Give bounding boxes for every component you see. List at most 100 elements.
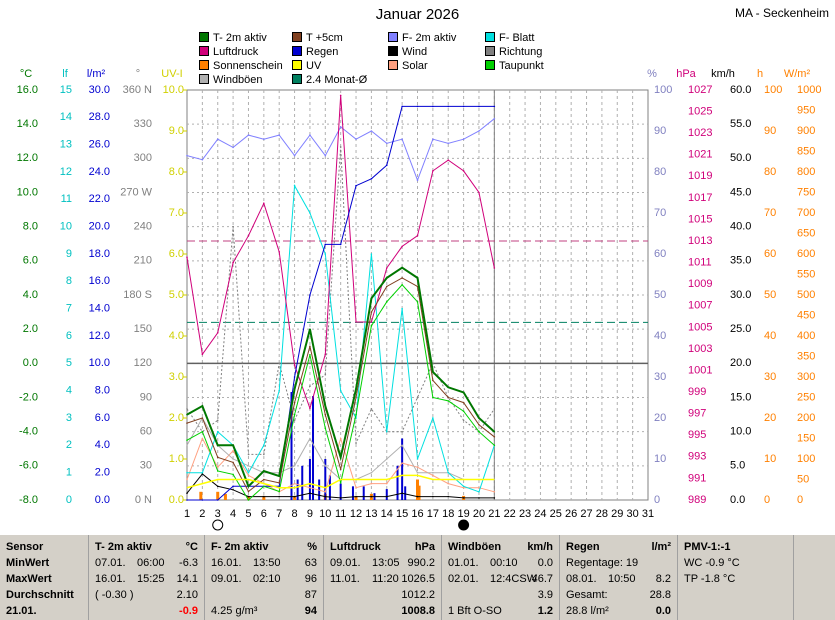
uv-tick-label: 2.0 [169,412,184,424]
leaf-unit-label: lf [62,68,68,80]
x-tick-label: 27 [580,508,592,520]
solar-tick-label: 50 [797,473,809,485]
wind-tick-label: 50.0 [730,152,751,164]
leaf-tick-label: 9 [66,248,72,260]
leaf-tick-label: 1 [66,467,72,479]
series-point [263,485,265,488]
x-tick-label: 25 [550,508,562,520]
rain-bar [312,396,315,500]
solar-tick-label: 300 [797,371,815,383]
series-point [216,332,219,334]
legend-item: F- Blatt [485,32,534,44]
solar-tick-label: 600 [797,248,815,260]
sunshine-bar [223,493,227,500]
series-point [462,170,465,172]
series-point [263,202,265,205]
temp-tick-label: 4.0 [23,289,38,301]
series-point [339,456,342,459]
sunshine-bar [293,495,297,500]
rain-tick-label: 26.0 [89,139,110,151]
stats-temp-min-time: 06:00 [137,557,165,569]
rain-tick-label: 14.0 [89,303,110,315]
stats-wind-avg-value: 3.9 [537,589,553,601]
series-point [201,473,204,475]
series-point [339,497,342,499]
stats-rain-days: Regentage: 19 [566,557,639,569]
stats-label-sensor: Sensor [6,541,44,553]
series-point [478,486,480,489]
wind-tick-label: 40.0 [730,221,751,233]
dir-tick-label: 240 [134,221,152,233]
press-tick-label: 999 [688,386,706,398]
sunshine-bar [416,479,419,500]
legend-label: Taupunkt [499,60,544,72]
series-point [478,130,480,132]
uv-tick-label: 9.0 [169,125,184,137]
rain-bar [362,486,365,500]
series-point [432,495,434,498]
leaf-tick-label: 13 [60,139,72,151]
wind-tick-label: 5.0 [730,460,745,472]
series-point [293,376,296,378]
leaf-tick-label: 11 [61,193,72,205]
stats-label-min: MinWert [6,557,50,569]
uv-tick-label: 6.0 [169,248,184,260]
series-point [339,146,342,148]
rain-tick-label: 30.0 [89,84,110,96]
series-point [324,353,327,356]
rain-bar [385,489,388,500]
x-tick-label: 12 [350,508,362,520]
solar-tick-label: 1000 [797,84,821,96]
legend-label: F- Blatt [499,32,535,44]
dir-tick-label: 120 [134,357,152,369]
series-point [432,474,434,477]
x-tick-label: 26 [565,508,577,520]
x-tick-label: 4 [230,508,236,520]
legend-label: 2.4 Monat-Ø [306,74,368,86]
stats-hum-header: F- 2m aktiv [211,541,269,553]
hum-tick-label: 30 [654,371,666,383]
series-point [293,184,296,187]
series-point [493,430,496,433]
series-point [447,495,450,498]
series-point [339,243,342,246]
press-tick-label: 1011 [688,257,712,269]
wind-tick-label: 15.0 [730,391,751,403]
series-point [493,497,496,499]
x-tick-label: 10 [319,508,331,520]
series-point [339,126,342,128]
x-tick-label: 8 [292,508,298,520]
sun-unit-label: h [757,68,763,80]
series-point [216,499,219,501]
series-point [263,495,265,498]
series-point [355,184,357,187]
press-tick-label: 1021 [688,149,712,161]
series-point [462,401,465,404]
series-point [247,495,250,498]
x-tick-label: 18 [442,508,454,520]
leaf-tick-label: 7 [66,303,72,315]
rain-tick-label: 18.0 [89,248,110,260]
legend-label: Solar [402,60,428,72]
dir-tick-label: 90 [140,391,152,403]
series-point [355,321,357,323]
series-point [493,491,496,493]
legend-item: Sonnenschein [199,60,283,72]
x-tick-label: 7 [276,508,282,520]
rain-bar [301,465,304,500]
series-point [401,105,403,108]
stats-hum-min-time: 13:50 [253,557,281,569]
series-point [478,491,480,493]
dir-tick-label: 300 [134,152,152,164]
press-unit-label: hPa [676,68,696,80]
legend-item: UV [292,60,321,72]
series-point [309,134,311,136]
series-point [247,471,250,474]
legend-swatch [388,32,398,42]
series-point [309,492,311,495]
temp-tick-label: 16.0 [17,84,38,96]
uv-tick-label: 5.0 [169,289,184,301]
series-point [432,417,434,419]
series-point [462,410,465,413]
solar-unit-label: W/m² [784,68,811,80]
